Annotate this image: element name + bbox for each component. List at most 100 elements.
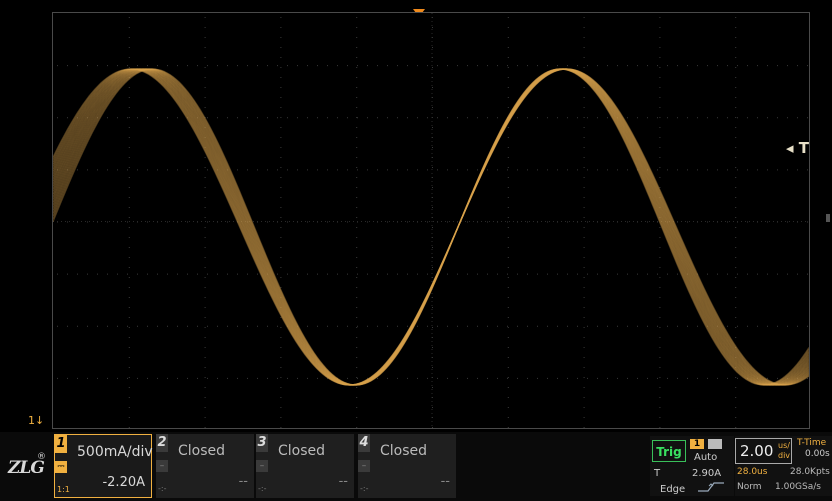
grid-dot (583, 157, 585, 158)
ch1-trace-sweep (53, 68, 809, 386)
grid-dot (597, 377, 598, 379)
grid-dot (432, 347, 433, 348)
grid-dot (697, 325, 698, 327)
grid-dot (187, 221, 188, 223)
channel-1-panel[interactable]: 1 ⎓ 1:1 500mA/div -2.20A (54, 434, 153, 498)
grid-dot (128, 117, 130, 118)
grid-dot (356, 357, 358, 358)
grid-dot (157, 325, 158, 327)
grid-dot (507, 377, 509, 378)
grid-dot (207, 117, 208, 119)
grid-dot (280, 47, 282, 48)
time-per-div-box[interactable]: 2.00 us/ div (735, 438, 792, 464)
grid-dot (727, 117, 728, 119)
grid-dot (287, 117, 288, 119)
grid-dot (377, 273, 378, 275)
grid-dot (557, 169, 558, 171)
grid-dot (497, 377, 498, 379)
grid-dot (577, 169, 578, 171)
grid-dot (537, 325, 538, 327)
grid-dot (797, 117, 798, 119)
grid-dot (347, 221, 348, 223)
grid-dot (356, 247, 358, 248)
grid-dot (287, 273, 288, 275)
grid-dot (537, 377, 538, 379)
grid-dot (735, 277, 737, 278)
channel-3-panel[interactable]: 3 – -:- Closed -- (256, 434, 354, 498)
ch1-waveform-trace (53, 68, 809, 386)
grid-dot (387, 169, 388, 171)
grid-dot (317, 325, 318, 327)
grid-dot (356, 67, 358, 68)
grid-dot (647, 169, 648, 171)
trigger-level-marker[interactable]: ◂ T (786, 139, 809, 157)
grid-dot (727, 377, 728, 379)
grid-dot (128, 357, 130, 358)
timebase-panel[interactable]: 2.00 us/ div T-Time 0.00s 28.0us 28.0Kpt… (735, 436, 832, 496)
grid-dot (507, 137, 509, 138)
grid-dot (137, 65, 138, 67)
grid-dot (659, 197, 661, 198)
grid-dot (637, 65, 638, 67)
grid-dot (659, 57, 661, 58)
grid-dot (87, 273, 88, 275)
grid-dot (432, 327, 433, 328)
grid-dot (547, 325, 548, 327)
grid-dot (204, 387, 206, 388)
grid-dot (347, 377, 348, 379)
channel-4-panel[interactable]: 4 – -:- Closed -- (358, 434, 456, 498)
grid-dot (735, 387, 737, 388)
waveform-display[interactable] (52, 12, 810, 429)
grid-dot (517, 117, 518, 119)
grid-dot (607, 65, 608, 67)
grid-dot (597, 169, 598, 171)
grid-dot (327, 117, 328, 119)
grid-dot (128, 327, 130, 328)
grid-dot (356, 327, 358, 328)
grid-dot (157, 117, 158, 119)
channel-1-number: 1 (55, 435, 67, 453)
grid-dot (167, 221, 168, 223)
grid-dot (627, 377, 628, 379)
grid-dot (659, 217, 661, 218)
grid-dot (204, 377, 206, 378)
grid-dot (356, 227, 358, 228)
grid-dot (297, 377, 298, 379)
grid-dot (735, 337, 737, 338)
grid-dot (797, 169, 798, 171)
grid-dot (687, 325, 688, 327)
grid-dot (128, 417, 130, 418)
grid-dot (659, 257, 661, 258)
ch1-trace-sweep (53, 68, 809, 386)
grid-dot (677, 273, 678, 275)
grid-dot (97, 65, 98, 67)
grid-dot (117, 65, 118, 67)
grid-dot (735, 177, 737, 178)
grid-dot (267, 273, 268, 275)
grid-dot (807, 221, 808, 223)
grid-dot (583, 37, 585, 38)
grid-dot (280, 347, 282, 348)
grid-dot (356, 277, 358, 278)
grid-dot (477, 65, 478, 67)
right-edge-marker (826, 214, 830, 222)
grid-dot (307, 65, 308, 67)
grid-dot (467, 221, 468, 223)
grid-dot (127, 377, 128, 379)
grid-dot (767, 65, 768, 67)
grid-dot (507, 27, 509, 28)
ch1-ground-marker[interactable]: 1↓ (28, 414, 45, 427)
channel-2-panel[interactable]: 2 – -:- Closed -- (156, 434, 254, 498)
trigger-panel[interactable]: Trig 1 Auto T 2.90A Edge (650, 436, 734, 496)
grid-dot (767, 273, 768, 275)
grid-dot (627, 169, 628, 171)
grid-dot (583, 387, 585, 388)
grid-dot (527, 377, 528, 379)
ch1-trace-sweep (53, 68, 809, 386)
grid-dot (317, 377, 318, 379)
grid-dot (87, 325, 88, 327)
grid-dot (204, 47, 206, 48)
grid-dot (807, 325, 808, 327)
grid-dot (457, 325, 458, 327)
grid-dot (77, 377, 78, 379)
